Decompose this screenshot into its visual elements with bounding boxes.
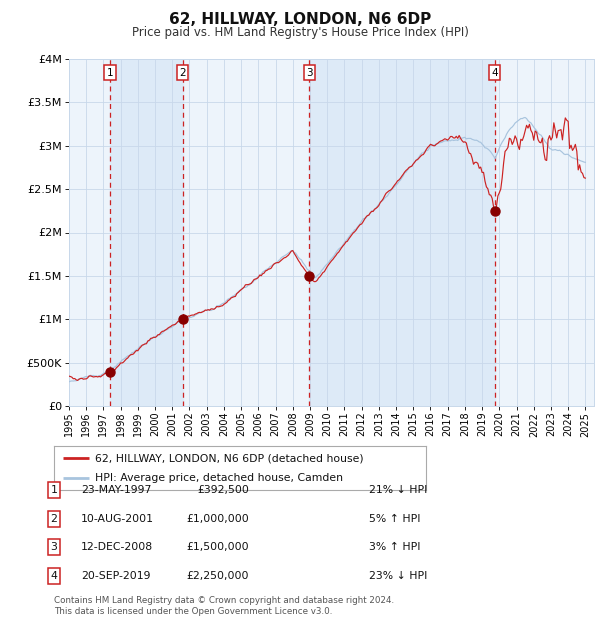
Bar (309, 59, 494, 406)
Text: 4: 4 (491, 68, 498, 78)
Text: 10-AUG-2001: 10-AUG-2001 (81, 514, 154, 524)
Text: 12-DEC-2008: 12-DEC-2008 (81, 542, 153, 552)
Text: 4: 4 (50, 571, 58, 581)
Text: £392,500: £392,500 (197, 485, 249, 495)
Text: Price paid vs. HM Land Registry's House Price Index (HPI): Price paid vs. HM Land Registry's House … (131, 26, 469, 39)
Text: 23% ↓ HPI: 23% ↓ HPI (369, 571, 427, 581)
Text: 3: 3 (50, 542, 58, 552)
Text: 62, HILLWAY, LONDON, N6 6DP (detached house): 62, HILLWAY, LONDON, N6 6DP (detached ho… (95, 453, 364, 463)
Text: 62, HILLWAY, LONDON, N6 6DP: 62, HILLWAY, LONDON, N6 6DP (169, 12, 431, 27)
Text: 1: 1 (50, 485, 58, 495)
Text: 5% ↑ HPI: 5% ↑ HPI (369, 514, 421, 524)
Text: 3% ↑ HPI: 3% ↑ HPI (369, 542, 421, 552)
Text: £1,000,000: £1,000,000 (186, 514, 249, 524)
Text: Contains HM Land Registry data © Crown copyright and database right 2024.: Contains HM Land Registry data © Crown c… (54, 596, 394, 605)
Text: £2,250,000: £2,250,000 (187, 571, 249, 581)
Text: This data is licensed under the Open Government Licence v3.0.: This data is licensed under the Open Gov… (54, 606, 332, 616)
Bar (110, 59, 183, 406)
Text: 23-MAY-1997: 23-MAY-1997 (81, 485, 151, 495)
Text: £1,500,000: £1,500,000 (187, 542, 249, 552)
Text: 21% ↓ HPI: 21% ↓ HPI (369, 485, 427, 495)
Text: 2: 2 (179, 68, 186, 78)
Text: 3: 3 (306, 68, 313, 78)
Text: 2: 2 (50, 514, 58, 524)
Text: 1: 1 (107, 68, 113, 78)
Text: HPI: Average price, detached house, Camden: HPI: Average price, detached house, Camd… (95, 473, 343, 483)
Text: 20-SEP-2019: 20-SEP-2019 (81, 571, 151, 581)
